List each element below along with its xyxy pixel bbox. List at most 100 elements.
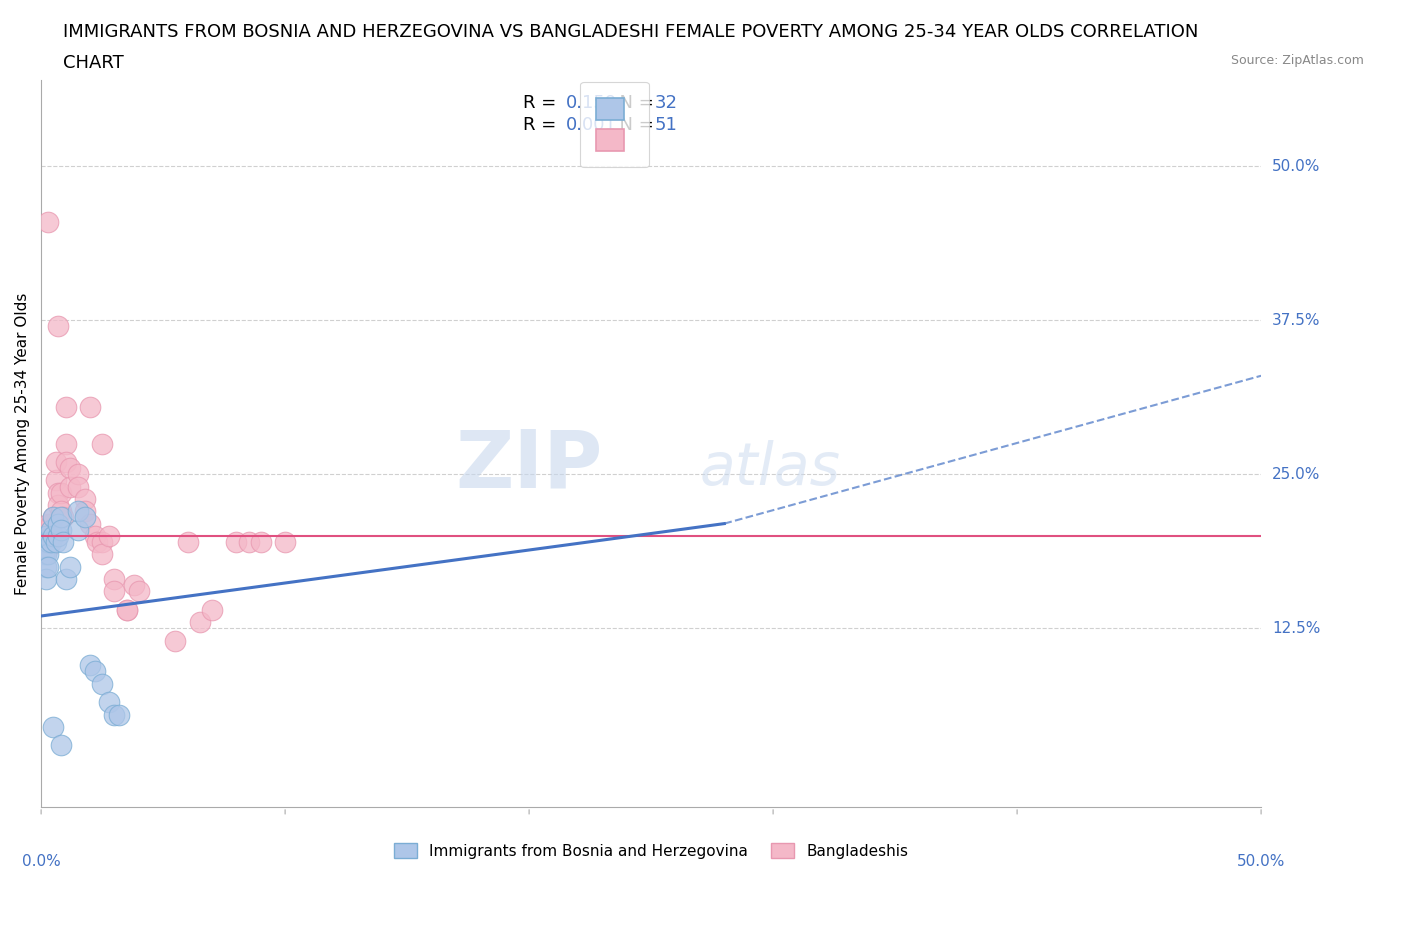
Text: 37.5%: 37.5% (1272, 312, 1320, 328)
Point (46, 498, 69, 512)
Text: 51: 51 (655, 116, 678, 134)
Text: IMMIGRANTS FROM BOSNIA AND HERZEGOVINA VS BANGLADESHI FEMALE POVERTY AMONG 25-34: IMMIGRANTS FROM BOSNIA AND HERZEGOVINA V… (63, 23, 1199, 41)
Point (103, 584, 125, 599)
Point (165, 633, 187, 648)
Point (39, 523, 62, 538)
Point (103, 572, 125, 587)
Point (46, 516, 69, 531)
Y-axis label: Female Poverty Among 25-34 Year Olds: Female Poverty Among 25-34 Year Olds (15, 292, 30, 594)
Text: ZIP: ZIP (456, 426, 602, 504)
Point (37, 214, 59, 229)
Point (73, 504, 96, 519)
Point (98, 695, 121, 710)
Text: 25.0%: 25.0% (1272, 467, 1320, 482)
Point (73, 510, 96, 525)
Point (128, 584, 150, 599)
Point (115, 603, 138, 618)
Text: 0.001: 0.001 (565, 116, 617, 134)
Point (49, 485, 72, 500)
Text: R =: R = (523, 116, 562, 134)
Point (32, 535, 55, 550)
Point (37, 516, 59, 531)
Point (66, 467, 89, 482)
Point (225, 535, 247, 550)
Point (37, 559, 59, 574)
Text: 50.0%: 50.0% (1237, 854, 1285, 870)
Point (238, 535, 260, 550)
Point (49, 510, 72, 525)
Point (55, 572, 77, 587)
Point (86, 535, 108, 550)
Point (73, 492, 96, 507)
Point (79, 516, 101, 531)
Point (45, 455, 67, 470)
Point (201, 603, 224, 618)
Point (42, 510, 65, 525)
Text: N =: N = (609, 116, 659, 134)
Point (35, 528, 58, 543)
Point (59, 559, 82, 574)
Text: 32: 32 (655, 94, 678, 113)
Point (45, 473, 67, 488)
Point (35, 523, 58, 538)
Point (42, 510, 65, 525)
Point (35, 535, 58, 550)
Point (42, 720, 65, 735)
Point (115, 603, 138, 618)
Point (59, 479, 82, 494)
Point (274, 535, 297, 550)
Point (35, 528, 58, 543)
Point (122, 578, 145, 592)
Point (91, 436, 114, 451)
Point (83, 664, 105, 679)
Point (52, 510, 75, 525)
Point (55, 436, 77, 451)
Point (39, 528, 62, 543)
Text: 12.5%: 12.5% (1272, 621, 1320, 636)
Point (49, 737, 72, 752)
Text: R =: R = (523, 94, 562, 113)
Point (32, 535, 55, 550)
Point (37, 535, 59, 550)
Point (91, 535, 114, 550)
Point (59, 460, 82, 475)
Point (249, 535, 271, 550)
Point (79, 658, 101, 672)
Point (188, 615, 211, 630)
Point (52, 535, 75, 550)
Point (176, 535, 198, 550)
Text: atlas: atlas (700, 441, 841, 498)
Point (103, 707, 125, 722)
Legend: Immigrants from Bosnia and Herzegovina, Bangladeshis: Immigrants from Bosnia and Herzegovina, … (388, 836, 914, 865)
Point (98, 528, 121, 543)
Point (42, 528, 65, 543)
Point (46, 528, 69, 543)
Text: 0.0%: 0.0% (21, 854, 60, 870)
Point (49, 523, 72, 538)
Text: N =: N = (609, 94, 659, 113)
Point (108, 707, 131, 722)
Point (32, 547, 55, 562)
Text: Source: ZipAtlas.com: Source: ZipAtlas.com (1230, 54, 1364, 67)
Point (55, 399, 77, 414)
Point (35, 572, 58, 587)
Point (46, 319, 69, 334)
Point (42, 528, 65, 543)
Point (91, 547, 114, 562)
Text: 50.0%: 50.0% (1272, 159, 1320, 174)
Point (35, 559, 58, 574)
Text: 0.159: 0.159 (565, 94, 617, 113)
Point (37, 541, 59, 556)
Point (66, 523, 89, 538)
Point (66, 479, 89, 494)
Text: CHART: CHART (63, 54, 124, 72)
Point (79, 399, 101, 414)
Point (35, 547, 58, 562)
Point (46, 485, 69, 500)
Point (39, 535, 62, 550)
Point (37, 535, 59, 550)
Point (49, 504, 72, 519)
Point (55, 455, 77, 470)
Point (83, 528, 105, 543)
Point (91, 676, 114, 691)
